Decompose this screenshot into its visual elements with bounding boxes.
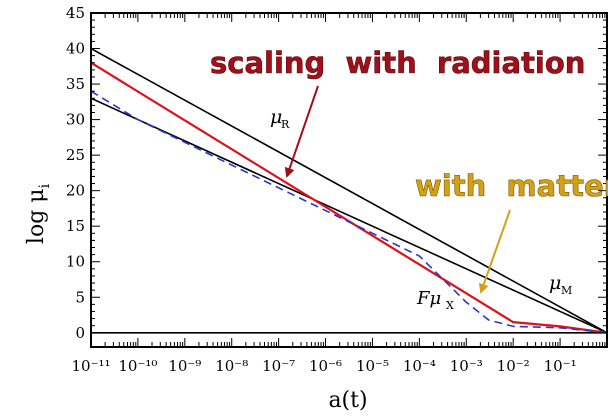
y-tick-label: 5 bbox=[75, 288, 85, 306]
y-tick-labels: 0 5 10 15 20 25 30 35 40 45 bbox=[66, 4, 85, 342]
x-tick-label: 10⁻¹¹ bbox=[71, 357, 110, 375]
y-tick-label: 0 bbox=[75, 324, 85, 342]
y-axis-label: log μi bbox=[24, 183, 53, 244]
svg-text:log μi: log μi bbox=[24, 183, 53, 244]
x-tick-label: 10⁻⁷ bbox=[262, 357, 295, 375]
x-tick-label: 10⁻⁴ bbox=[403, 357, 436, 375]
y-tick-label: 30 bbox=[66, 111, 85, 129]
x-tick-labels: 10⁻¹¹ 10⁻¹⁰ 10⁻⁹ 10⁻⁸ 10⁻⁷ 10⁻⁶ 10⁻⁵ 10⁻⁴ 10⁻³ 10… bbox=[71, 357, 576, 375]
y-tick-label: 10 bbox=[66, 253, 85, 271]
x-tick-label: 10⁻⁶ bbox=[309, 357, 342, 375]
y-tick-label: 45 bbox=[66, 4, 85, 22]
series-mu-M bbox=[91, 98, 607, 333]
label-f-mu-x: Fμ X bbox=[416, 288, 454, 312]
arrow-radiation bbox=[287, 86, 318, 176]
y-tick-label: 25 bbox=[66, 146, 85, 164]
x-tick-label: 10⁻⁵ bbox=[356, 357, 389, 375]
label-mu-m: μ M bbox=[549, 272, 572, 297]
svg-text:M: M bbox=[561, 284, 572, 297]
x-tick-label: 10⁻⁸ bbox=[215, 357, 248, 375]
annotation-scaling-with-radiation: scaling with radiation bbox=[210, 46, 585, 80]
svg-text:μ: μ bbox=[549, 272, 561, 294]
svg-text:X: X bbox=[446, 299, 454, 312]
y-axis-label-main: log μ bbox=[24, 188, 49, 244]
series-F-mu-X bbox=[91, 91, 607, 333]
svg-text:Fμ: Fμ bbox=[416, 288, 441, 309]
y-tick-label: 15 bbox=[66, 217, 85, 235]
arrow-matter bbox=[481, 210, 510, 292]
y-axis-label-sub: i bbox=[37, 183, 53, 188]
x-tick-label: 10⁻⁹ bbox=[168, 357, 201, 375]
x-tick-label: 10⁻¹⁰ bbox=[118, 357, 157, 375]
x-axis-label: a(t) bbox=[328, 388, 367, 413]
x-tick-label: 10⁻¹ bbox=[544, 357, 577, 375]
x-tick-label: 10⁻³ bbox=[450, 357, 483, 375]
svg-text:R: R bbox=[281, 118, 290, 131]
y-tick-label: 40 bbox=[66, 40, 85, 58]
x-tick-label: 10⁻² bbox=[497, 357, 530, 375]
y-tick-label: 20 bbox=[66, 182, 85, 200]
y-tick-label: 35 bbox=[66, 75, 85, 93]
annotation-with-matter: with matter bbox=[415, 169, 608, 203]
label-mu-r: μ R bbox=[270, 106, 290, 131]
